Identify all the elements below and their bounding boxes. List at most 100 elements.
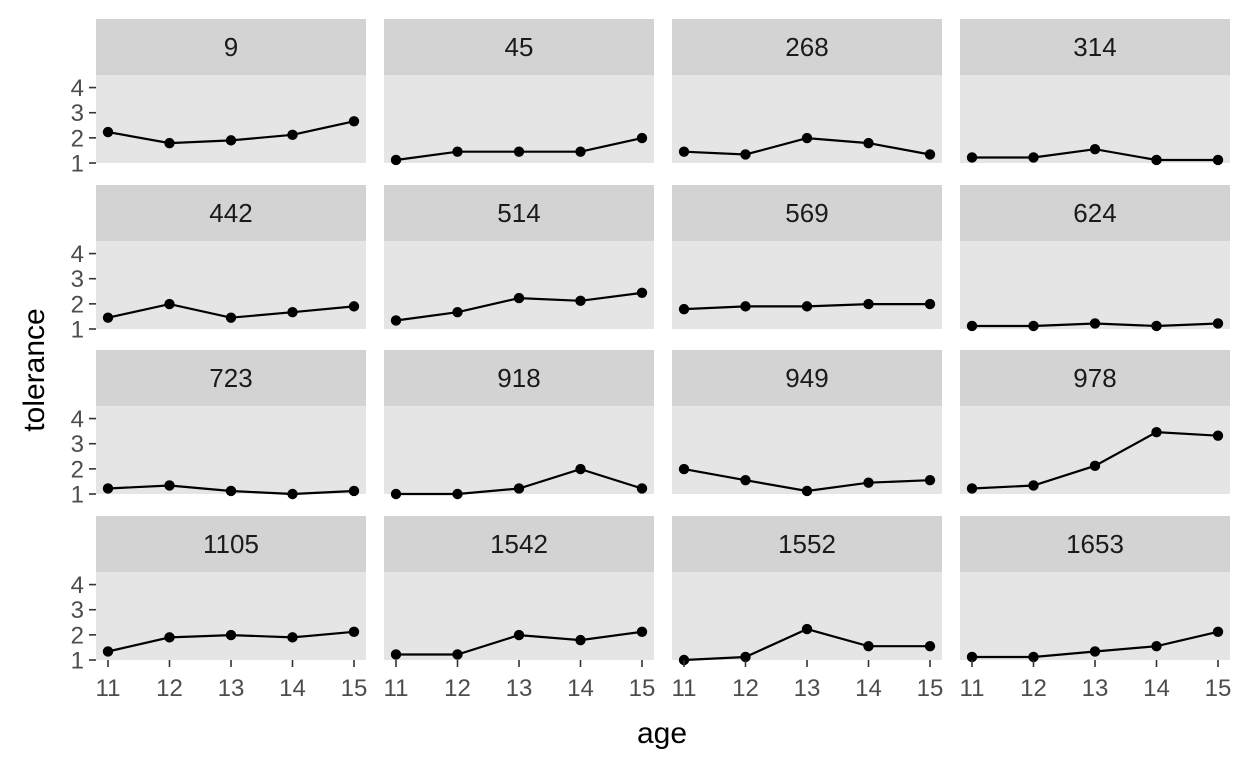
facet-label: 624	[1073, 198, 1116, 228]
data-point	[513, 146, 525, 157]
x-tick-label: 13	[218, 675, 245, 702]
data-point	[225, 135, 237, 146]
plot-panel	[384, 572, 654, 660]
plot-panel	[96, 572, 366, 660]
x-tick-label: 11	[672, 675, 697, 702]
data-point	[452, 306, 463, 318]
facet-panel: 514	[384, 185, 654, 329]
data-point	[1151, 640, 1162, 652]
data-point	[452, 146, 463, 157]
data-point	[740, 301, 751, 312]
data-point	[513, 292, 525, 304]
data-point	[1212, 154, 1224, 166]
x-tick-label: 12	[1020, 675, 1047, 702]
data-point	[1151, 426, 1162, 438]
facet-panel: 1105	[96, 516, 366, 660]
data-point	[164, 480, 175, 491]
data-point	[102, 646, 114, 657]
facet-strip	[96, 185, 366, 241]
data-point	[1089, 460, 1101, 472]
data-point	[1028, 480, 1039, 491]
x-tick-label: 12	[156, 675, 183, 702]
x-tick-label: 13	[1082, 675, 1109, 702]
data-point	[452, 649, 463, 660]
facet-panel: 1542	[384, 516, 654, 660]
plot-panel	[96, 406, 366, 494]
y-tick-label: 2	[71, 622, 84, 649]
data-point	[1028, 320, 1039, 332]
data-point	[348, 301, 360, 312]
plot-panel	[384, 406, 654, 494]
data-point	[348, 116, 360, 127]
y-tick-label: 4	[71, 572, 84, 599]
facet-panel: 268	[672, 19, 942, 163]
data-point	[1028, 152, 1039, 163]
y-axis-title: tolerance	[18, 308, 51, 431]
facet-panel: 1552	[672, 516, 942, 666]
data-point	[1089, 646, 1101, 657]
facet-panel: 314	[960, 19, 1230, 166]
data-point	[924, 298, 936, 310]
y-tick-label: 1	[71, 317, 84, 344]
x-tick-label: 11	[384, 675, 409, 702]
data-point	[1028, 651, 1039, 663]
facet-label: 949	[785, 363, 828, 393]
facet-panels: 9 45 268 314 442 514 569 624 723 918 949 978 1105 154…	[96, 19, 1230, 666]
data-point	[678, 463, 690, 475]
data-point	[390, 315, 402, 326]
facet-label: 268	[785, 32, 828, 62]
data-point	[513, 629, 525, 641]
facet-strip	[672, 350, 942, 406]
x-tick-label: 12	[732, 675, 759, 702]
y-tick-label: 1	[71, 648, 84, 675]
x-tick-label: 12	[444, 675, 471, 702]
facet-label: 569	[785, 198, 828, 228]
data-point	[102, 312, 114, 323]
y-tick-label: 1	[71, 482, 84, 509]
y-tick-label: 2	[71, 456, 84, 483]
facet-strip	[96, 350, 366, 406]
data-point	[863, 137, 874, 149]
y-tick-label: 3	[71, 266, 84, 293]
facet-strip	[384, 516, 654, 572]
data-point	[390, 649, 402, 660]
x-axis-title: age	[637, 717, 687, 750]
data-point	[225, 485, 237, 497]
facet-panel: 918	[384, 350, 654, 500]
plot-panel	[672, 241, 942, 329]
facet-strip	[960, 350, 1230, 406]
data-point	[966, 483, 978, 494]
data-point	[636, 483, 648, 494]
data-point	[924, 474, 936, 486]
x-tick-label: 11	[96, 675, 121, 702]
facet-label: 1552	[778, 529, 836, 559]
data-point	[287, 306, 298, 318]
data-point	[575, 634, 586, 646]
facet-strip	[384, 19, 654, 75]
data-point	[575, 295, 586, 307]
facet-strip	[384, 185, 654, 241]
data-point	[1089, 318, 1101, 329]
facet-label: 1653	[1066, 529, 1124, 559]
x-tick-label: 14	[279, 675, 306, 702]
plot-panel	[96, 75, 366, 163]
data-point	[225, 629, 237, 641]
plot-panel	[960, 241, 1230, 329]
facet-strip	[960, 516, 1230, 572]
facet-panel: 949	[672, 350, 942, 497]
x-tick-label: 13	[506, 675, 533, 702]
data-point	[1089, 143, 1101, 155]
facet-label: 978	[1073, 363, 1116, 393]
y-tick-label: 1	[71, 151, 84, 178]
y-tick-label: 3	[71, 431, 84, 458]
facet-panel: 442	[96, 185, 366, 329]
data-point	[740, 149, 751, 160]
facet-panel: 624	[960, 185, 1230, 332]
data-point	[636, 287, 648, 298]
data-point	[287, 632, 298, 643]
y-tick-label: 3	[71, 100, 84, 127]
data-point	[636, 132, 648, 144]
facet-strip	[672, 185, 942, 241]
